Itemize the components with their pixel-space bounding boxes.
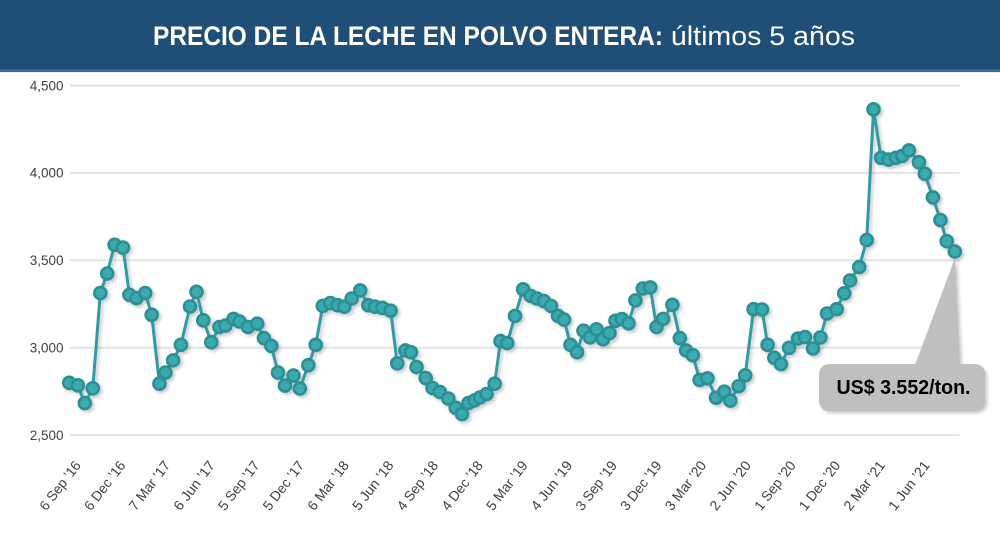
svg-text:4 Jun ’19: 4 Jun ’19 (527, 457, 575, 513)
svg-text:1 Sep ’20: 1 Sep ’20 (751, 457, 799, 513)
svg-text:5 Dec ’17: 5 Dec ’17 (259, 457, 307, 513)
svg-text:6 Mar ’18: 6 Mar ’18 (304, 457, 352, 513)
svg-text:3 Dec ’19: 3 Dec ’19 (617, 457, 665, 513)
svg-text:4,500: 4,500 (30, 78, 64, 93)
svg-text:4,000: 4,000 (30, 166, 64, 181)
svg-text:3 Sep ’19: 3 Sep ’19 (572, 457, 620, 513)
svg-text:6 Jun ’17: 6 Jun ’17 (170, 457, 218, 513)
svg-text:4 Sep ’18: 4 Sep ’18 (393, 457, 441, 513)
svg-text:3 Mar ’20: 3 Mar ’20 (661, 457, 709, 513)
svg-text:5 Jun ’18: 5 Jun ’18 (349, 457, 397, 513)
svg-text:US$ 3.552/ton.: US$ 3.552/ton. (837, 376, 971, 399)
svg-text:2 Mar ’21: 2 Mar ’21 (840, 457, 888, 513)
svg-text:7 Mar ’17: 7 Mar ’17 (125, 457, 173, 513)
svg-text:1 Jun ’21: 1 Jun ’21 (885, 457, 933, 513)
svg-text:6 Dec ’16: 6 Dec ’16 (81, 457, 129, 513)
svg-text:1 Dec ’20: 1 Dec ’20 (795, 457, 843, 513)
svg-text:5 Mar ’19: 5 Mar ’19 (483, 457, 531, 513)
svg-text:3,000: 3,000 (30, 341, 64, 356)
svg-text:2 Jun ’20: 2 Jun ’20 (706, 457, 754, 513)
svg-text:2,500: 2,500 (30, 428, 64, 443)
svg-text:3,500: 3,500 (30, 253, 64, 268)
svg-text:6 Sep ’16: 6 Sep ’16 (36, 457, 84, 513)
svg-text:PRECIO DE LA LECHE EN POLVO EN: PRECIO DE LA LECHE EN POLVO ENTERA: últi… (153, 21, 855, 51)
svg-text:4 Dec ’18: 4 Dec ’18 (438, 457, 486, 513)
svg-text:5 Sep ’17: 5 Sep ’17 (215, 457, 263, 513)
